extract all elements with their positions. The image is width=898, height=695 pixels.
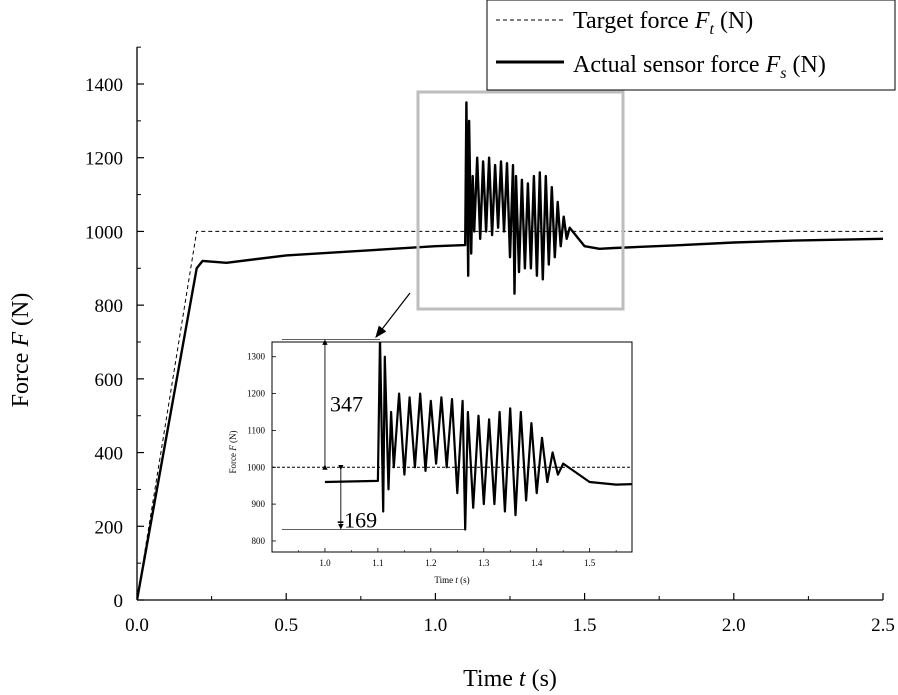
y-axis-title: Force F (N) (8, 293, 34, 408)
legend: Target force Ft (N) Actual sensor force … (486, 0, 896, 91)
inset-x-tick-label: 1.1 (372, 558, 383, 568)
x-tick-label: 1.5 (573, 615, 597, 636)
y-tick-label: 0 (114, 591, 124, 612)
inset-y-tick-label: 1100 (247, 425, 265, 435)
legend-box (486, 0, 896, 91)
inset-y-axis-title: Force F (N) (228, 431, 238, 474)
x-tick-label: 0.0 (125, 615, 149, 636)
legend-label-target: Target force Ft (N) (573, 8, 753, 38)
inset-y-tick-label: 800 (252, 536, 266, 546)
inset-y-tick-label: 900 (252, 499, 266, 509)
legend-label-actual: Actual sensor force Fs (N) (573, 52, 826, 82)
zoom-region-box (416, 90, 625, 311)
inset-chart: 1.0 1.1 1.2 1.3 1.4 1.5 800 900 1000 1100 1200 1300… (228, 339, 633, 585)
series-target-force (137, 230, 883, 600)
x-tick-label: 2.5 (871, 615, 895, 636)
main-tick-labels: 0.0 0.5 1.0 1.5 2.0 2.50200400600800100012001… (85, 75, 895, 636)
y-tick-label: 1400 (85, 75, 123, 96)
y-tick-label: 1200 (85, 149, 123, 170)
inset-x-tick-label: 1.5 (584, 558, 596, 568)
inset-frame (271, 341, 633, 553)
y-tick-label: 200 (95, 517, 124, 538)
inset-x-axis-title: Time t (s) (434, 575, 469, 585)
inset-y-tick-label: 1000 (247, 462, 266, 472)
inset-x-tick-label: 1.2 (425, 558, 436, 568)
inset-tick-labels: 1.0 1.1 1.2 1.3 1.4 1.5 800 900 1000 1100 1200 1300 (247, 352, 596, 568)
x-tick-label: 2.0 (722, 615, 746, 636)
inset-y-tick-label: 1300 (247, 352, 266, 362)
inset-x-tick-label: 1.3 (478, 558, 490, 568)
undershoot-label: -169 (337, 508, 377, 533)
x-axis-title: Time t (s) (463, 666, 557, 692)
inset-x-tick-label: 1.4 (531, 558, 543, 568)
y-tick-label: 600 (95, 370, 124, 391)
x-tick-label: 0.5 (274, 615, 298, 636)
y-tick-label: 400 (95, 444, 124, 465)
inset-x-tick-label: 1.0 (319, 558, 331, 568)
main-ticks (136, 46, 884, 601)
y-tick-label: 1000 (85, 222, 123, 243)
overshoot-label: 347 (330, 391, 363, 416)
zoom-connector-arrow (375, 292, 411, 338)
y-tick-label: 800 (95, 296, 124, 317)
inset-series-actual (324, 342, 632, 531)
x-tick-label: 1.0 (424, 615, 448, 636)
inset-y-tick-label: 1200 (247, 389, 266, 399)
inset-annotations: 347 -169 (282, 339, 466, 533)
series-actual-sensor-force (137, 101, 883, 600)
